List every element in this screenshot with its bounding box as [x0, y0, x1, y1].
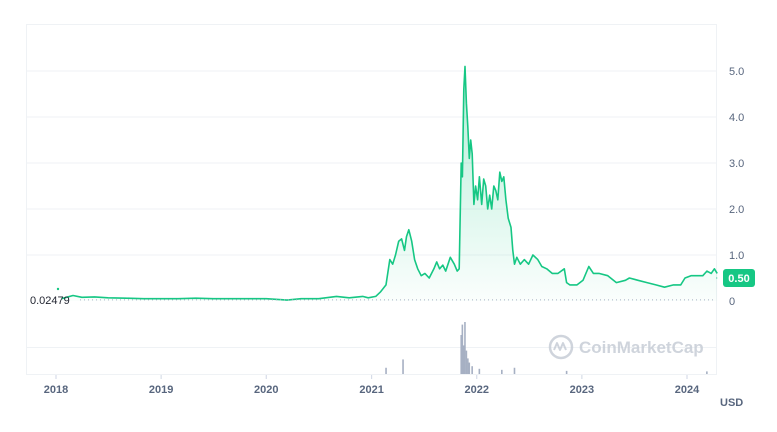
- x-tick-label: 2023: [570, 384, 594, 396]
- y-tick-label: 5.0: [729, 66, 744, 78]
- volume-bar: [464, 322, 466, 374]
- volume-bar: [565, 370, 568, 374]
- volume-bar: [385, 367, 387, 374]
- y-tick-label: 2.0: [729, 204, 744, 216]
- volume-bar: [471, 366, 473, 374]
- coinmarketcap-watermark: CoinMarketCap: [548, 334, 704, 360]
- low-price-label: 0.02479: [30, 295, 70, 307]
- watermark-text: CoinMarketCap: [579, 338, 704, 357]
- x-tick-label: 2024: [675, 384, 700, 396]
- y-tick-label: 0: [729, 296, 735, 308]
- low-price-marker: 0.02479: [30, 295, 716, 307]
- plot-frame: [26, 24, 717, 375]
- gridlines: [26, 70, 716, 348]
- current-price-badge-bg: [723, 269, 755, 287]
- y-tick-label: 1.0: [729, 250, 744, 262]
- coinmarketcap-logo-wave: [553, 342, 567, 351]
- coinmarketcap-logo-icon: [548, 334, 574, 360]
- volume-bar: [468, 362, 471, 374]
- volume-bar: [478, 368, 481, 374]
- volume-bar: [461, 324, 464, 374]
- volume-bar: [402, 359, 404, 374]
- x-tick-label: 2020: [254, 384, 278, 396]
- x-tick-label: 2019: [149, 384, 173, 396]
- volume-bar: [463, 345, 465, 374]
- y-axis: 0 1.0 2.0 3.0 4.0 5.0: [729, 66, 744, 308]
- volume-bar: [465, 350, 468, 374]
- current-price-label: 0.50: [728, 273, 749, 285]
- x-tick-label: 2018: [44, 384, 68, 396]
- volume-bar: [501, 369, 503, 374]
- price-line: [61, 65, 718, 301]
- x-tick-label: 2021: [359, 384, 383, 396]
- price-area: [56, 65, 718, 302]
- currency-label: USD: [720, 397, 743, 409]
- volume-bar: [706, 371, 708, 374]
- current-price-badge: 0.50: [723, 269, 755, 287]
- first-trade-point: [56, 287, 60, 291]
- x-tick-label: 2022: [465, 384, 489, 396]
- volume-bar: [513, 367, 516, 374]
- volume-bar: [467, 358, 469, 374]
- volume-bar: [460, 335, 463, 374]
- y-tick-label: 4.0: [729, 112, 744, 124]
- x-axis: 2018 2019 2020 2021 2022 2023 2024: [44, 375, 700, 396]
- y-tick-label: 3.0: [729, 158, 744, 170]
- volume-bars: [385, 322, 708, 374]
